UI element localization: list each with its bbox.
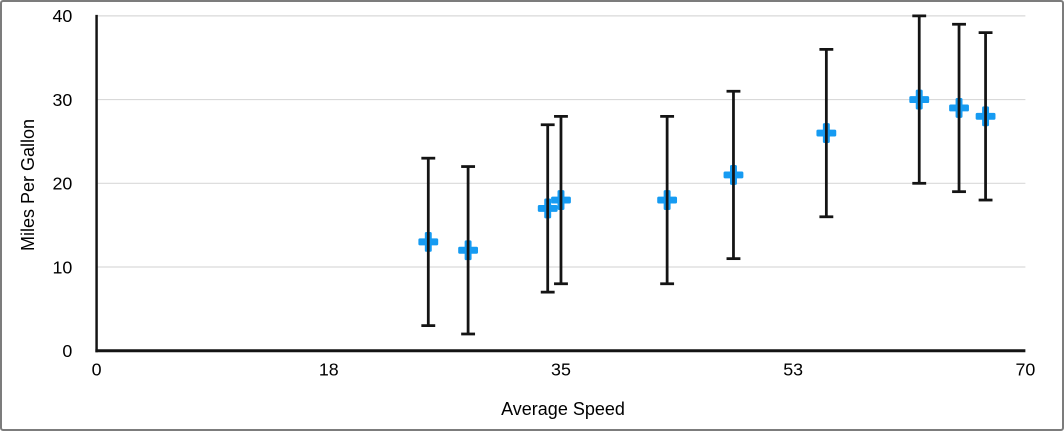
y-tick-label: 0 [62,341,72,361]
x-tick-label: 53 [783,360,803,380]
x-axis-title: Average Speed [501,399,625,419]
x-tick-label: 35 [551,360,571,380]
error-bar [540,123,555,294]
y-tick-label: 20 [52,174,72,194]
x-tick-label: 70 [1015,360,1035,380]
error-bar [554,114,568,286]
x-tick-label: 0 [92,360,102,380]
error-bar [952,22,966,194]
error-bar [978,31,993,202]
error-bar [660,114,675,286]
error-bar [819,47,834,219]
y-tick-label: 30 [52,90,72,110]
y-tick-label: 10 [52,257,72,277]
error-bar [912,14,927,185]
x-tick-label: 18 [319,360,339,380]
y-axis-title: Miles Per Gallon [18,118,38,252]
error-bar [461,165,476,336]
y-tick-label: 40 [52,6,72,26]
error-bar [726,89,741,261]
error-bar [421,156,436,328]
